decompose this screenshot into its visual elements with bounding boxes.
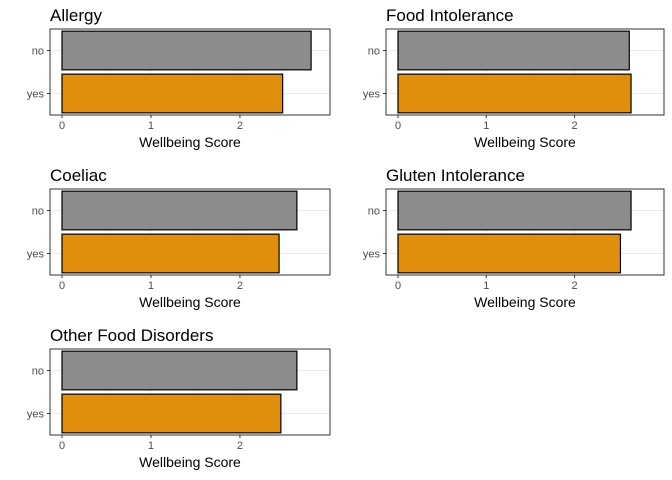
x-tick-label: 2 [571, 280, 577, 292]
facet-panel-0: Allergy no yes 0 1 2 Wellbeing Score [27, 6, 331, 150]
y-tick-label-no: no [32, 46, 44, 58]
x-tick-label: 0 [59, 120, 65, 132]
panel-border [49, 348, 331, 436]
x-tick-label: 0 [395, 120, 401, 132]
panel-border [49, 28, 331, 116]
y-tick-label-yes: yes [27, 249, 45, 261]
x-tick-label: 0 [395, 280, 401, 292]
x-tick-label: 0 [59, 440, 65, 452]
y-tick-label-no: no [368, 206, 380, 218]
y-tick-label-no: no [368, 46, 380, 58]
bar-no [61, 190, 298, 231]
facet-panel-1: Food Intolerance no yes 0 1 2 Wellbeing Score [363, 6, 665, 150]
bar-no [397, 190, 632, 231]
bar-yes [397, 73, 632, 114]
y-tick-label-no: no [32, 206, 44, 218]
panel-border [49, 188, 331, 276]
x-tick-label: 2 [571, 120, 577, 132]
y-tick-label-yes: yes [363, 89, 381, 101]
x-tick-label: 1 [148, 120, 154, 132]
bar-yes [61, 393, 282, 434]
x-tick-label: 2 [237, 280, 243, 292]
bar-no [61, 350, 298, 391]
bar-no [397, 30, 630, 71]
panel-title: Coeliac [50, 166, 107, 185]
x-axis-title: Wellbeing Score [474, 294, 576, 310]
panel-border [385, 188, 665, 276]
x-tick-label: 1 [483, 280, 489, 292]
x-axis-title: Wellbeing Score [139, 294, 241, 310]
panel-title: Allergy [50, 6, 102, 25]
bar-yes [61, 233, 280, 274]
x-tick-label: 1 [148, 440, 154, 452]
facet-panel-2: Coeliac no yes 0 1 2 Wellbeing Score [27, 166, 331, 310]
y-tick-label-yes: yes [27, 409, 45, 421]
x-tick-label: 0 [59, 280, 65, 292]
panel-title: Other Food Disorders [50, 326, 213, 345]
facet-panel-4: Other Food Disorders no yes 0 1 2 Wellbeing Sc… [27, 326, 331, 470]
x-tick-label: 2 [237, 120, 243, 132]
x-axis-title: Wellbeing Score [139, 134, 241, 150]
x-tick-label: 2 [237, 440, 243, 452]
bar-yes [61, 73, 284, 114]
bar-no [61, 30, 312, 71]
x-tick-label: 1 [483, 120, 489, 132]
panel-title: Food Intolerance [386, 6, 514, 25]
bar-yes [397, 233, 622, 274]
y-tick-label-yes: yes [363, 249, 381, 261]
facet-panel-3: Gluten Intolerance no yes 0 1 2 Wellbeing Scor… [363, 166, 665, 310]
y-tick-label-no: no [32, 366, 44, 378]
panel-title: Gluten Intolerance [386, 166, 525, 185]
x-tick-label: 1 [148, 280, 154, 292]
x-axis-title: Wellbeing Score [474, 134, 576, 150]
x-axis-title: Wellbeing Score [139, 454, 241, 470]
panel-border [385, 28, 665, 116]
y-tick-label-yes: yes [27, 89, 45, 101]
